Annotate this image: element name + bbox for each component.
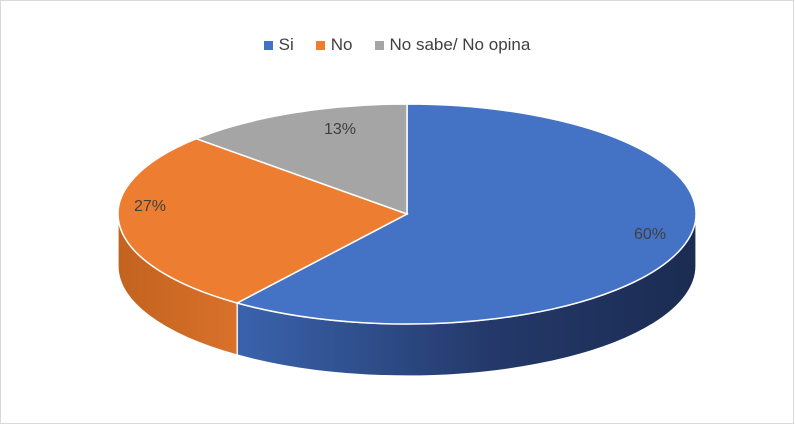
legend-item-si: Si xyxy=(263,35,294,55)
legend-label-no-sabe: No sabe/ No opina xyxy=(389,35,531,54)
pie-slice-si xyxy=(235,103,697,325)
pie-slice-no xyxy=(117,137,409,304)
legend-item-no-sabe: No sabe/ No opina xyxy=(374,35,531,55)
data-label-no: 27% xyxy=(134,198,166,215)
legend-label-no: No xyxy=(330,35,353,54)
pie-slice-no-sabe xyxy=(194,103,408,216)
data-label-si: 60% xyxy=(634,226,666,243)
legend-label-si: Si xyxy=(278,35,294,54)
data-label-no-sabe: 13% xyxy=(324,121,356,138)
legend-swatch-no-sabe xyxy=(374,40,384,50)
legend: Si No No sabe/ No opina xyxy=(1,35,793,55)
legend-swatch-si xyxy=(263,40,273,50)
legend-swatch-no xyxy=(315,40,325,50)
legend-item-no: No xyxy=(315,35,353,55)
